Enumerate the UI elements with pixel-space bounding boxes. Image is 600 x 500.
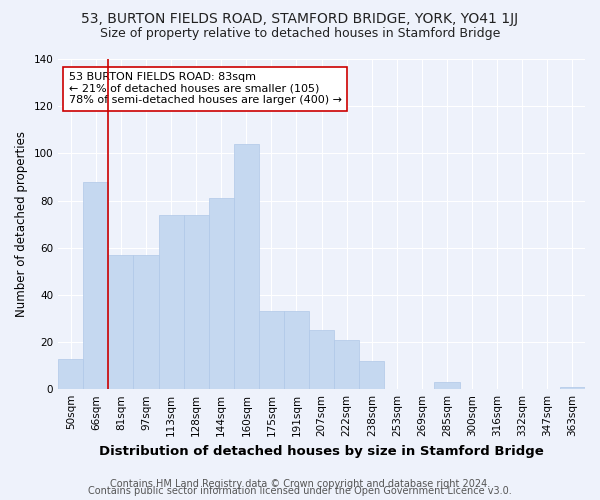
Text: Contains public sector information licensed under the Open Government Licence v3: Contains public sector information licen…: [88, 486, 512, 496]
Bar: [434, 382, 460, 389]
Bar: [109, 254, 133, 389]
Bar: [359, 361, 385, 389]
Bar: [184, 214, 209, 389]
Bar: [209, 198, 234, 389]
Bar: [158, 214, 184, 389]
Bar: [234, 144, 259, 389]
Y-axis label: Number of detached properties: Number of detached properties: [15, 131, 28, 317]
Text: 53 BURTON FIELDS ROAD: 83sqm
← 21% of detached houses are smaller (105)
78% of s: 53 BURTON FIELDS ROAD: 83sqm ← 21% of de…: [69, 72, 342, 106]
Bar: [83, 182, 109, 389]
Bar: [560, 387, 585, 389]
Bar: [58, 358, 83, 389]
Text: Contains HM Land Registry data © Crown copyright and database right 2024.: Contains HM Land Registry data © Crown c…: [110, 479, 490, 489]
Bar: [133, 254, 158, 389]
Bar: [309, 330, 334, 389]
Bar: [334, 340, 359, 389]
Bar: [259, 312, 284, 389]
Bar: [284, 312, 309, 389]
X-axis label: Distribution of detached houses by size in Stamford Bridge: Distribution of detached houses by size …: [99, 444, 544, 458]
Text: Size of property relative to detached houses in Stamford Bridge: Size of property relative to detached ho…: [100, 28, 500, 40]
Text: 53, BURTON FIELDS ROAD, STAMFORD BRIDGE, YORK, YO41 1JJ: 53, BURTON FIELDS ROAD, STAMFORD BRIDGE,…: [82, 12, 518, 26]
